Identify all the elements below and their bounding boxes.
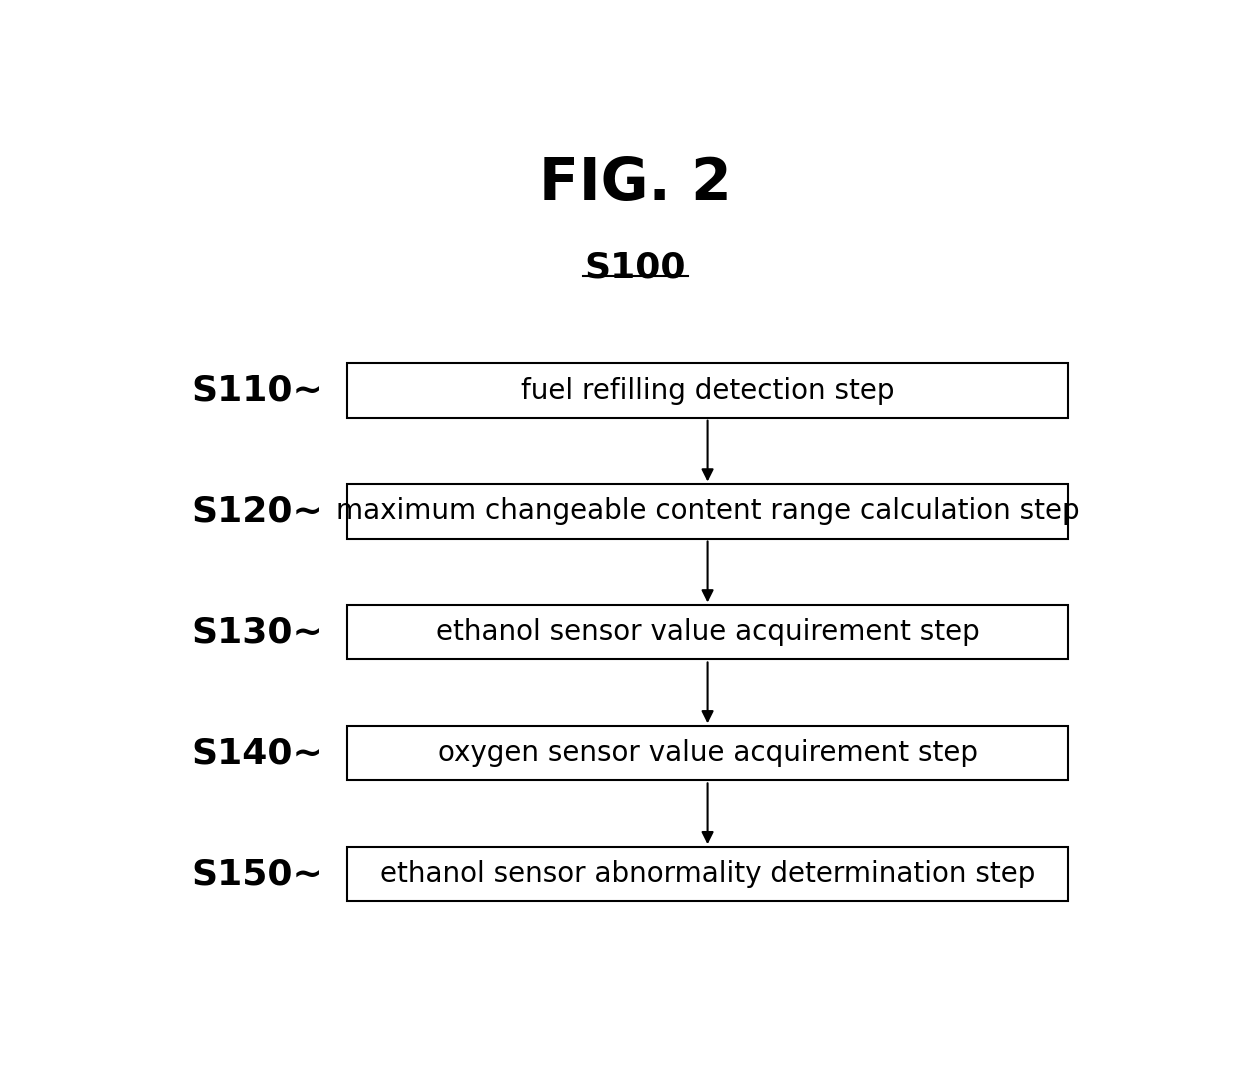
Bar: [347, 847, 1068, 901]
Bar: [347, 605, 1068, 660]
Text: maximum changeable content range calculation step: maximum changeable content range calcula…: [336, 497, 1079, 525]
Text: fuel refilling detection step: fuel refilling detection step: [521, 377, 894, 405]
Text: S140∼: S140∼: [191, 736, 324, 770]
Bar: [347, 484, 1068, 538]
Text: ethanol sensor value acquirement step: ethanol sensor value acquirement step: [435, 618, 980, 647]
Text: ethanol sensor abnormality determination step: ethanol sensor abnormality determination…: [379, 860, 1035, 888]
Text: S130∼: S130∼: [191, 615, 324, 650]
Text: S120∼: S120∼: [191, 495, 324, 529]
Text: S100: S100: [585, 251, 686, 285]
Text: oxygen sensor value acquirement step: oxygen sensor value acquirement step: [438, 740, 977, 768]
Text: FIG. 2: FIG. 2: [539, 155, 732, 212]
Bar: [347, 364, 1068, 418]
Text: S150∼: S150∼: [191, 858, 324, 891]
Text: S110∼: S110∼: [191, 374, 324, 407]
Bar: [347, 727, 1068, 781]
